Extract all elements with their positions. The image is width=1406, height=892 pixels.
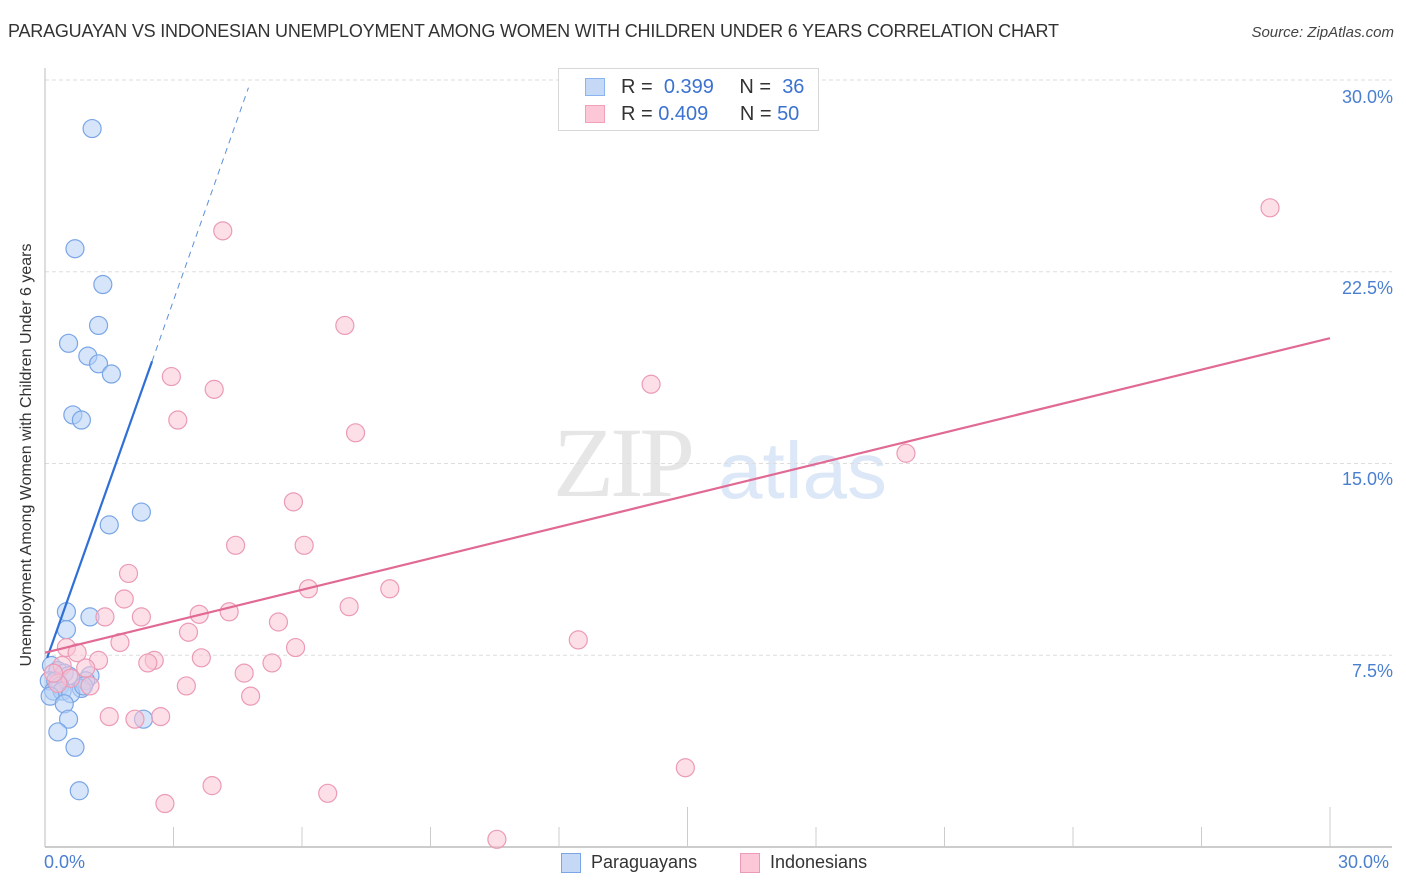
indonesian-data-point bbox=[168, 410, 188, 430]
n-value: 50 bbox=[777, 102, 800, 125]
paraguayan-data-point bbox=[93, 274, 113, 295]
legend-row-indonesians: R = 0.409 N = 50 bbox=[585, 101, 799, 127]
indonesian-data-point bbox=[268, 612, 289, 632]
indonesian-data-point bbox=[118, 563, 139, 584]
indonesian-data-point bbox=[234, 663, 254, 683]
indonesian-data-point bbox=[178, 622, 199, 642]
indonesian-data-point bbox=[487, 829, 507, 849]
indonesian-data-point bbox=[95, 607, 115, 627]
chart-title: PARAGUAYAN VS INDONESIAN UNEMPLOYMENT AM… bbox=[8, 21, 1059, 41]
paraguayan-data-point bbox=[82, 118, 102, 139]
legend-row-paraguayans: R = 0.399 N = 36 bbox=[585, 74, 804, 100]
indonesian-data-point bbox=[675, 758, 695, 778]
paraguayan-data-point bbox=[69, 781, 89, 801]
y-tick-7-5: 7.5% bbox=[1351, 661, 1393, 681]
correlation-legend: R = 0.399 N = 36 R = 0.409 N = 50 bbox=[558, 68, 819, 131]
indonesian-data-point bbox=[202, 776, 222, 796]
legend-label: Paraguayans bbox=[591, 852, 698, 872]
paraguayan-data-point bbox=[48, 722, 68, 742]
y-tick-22-5: 22.5% bbox=[1341, 278, 1393, 298]
r-label: R = bbox=[621, 102, 653, 125]
legend-item-paraguayans[interactable]: Paraguayans bbox=[561, 852, 697, 873]
indonesian-trend-line bbox=[44, 337, 1331, 654]
y-tick-30: 30.0% bbox=[1341, 87, 1393, 107]
indonesian-data-point bbox=[339, 597, 359, 617]
indonesian-data-point bbox=[131, 607, 151, 627]
indonesian-data-point bbox=[262, 653, 282, 673]
indonesian-data-point bbox=[241, 686, 261, 706]
indonesian-data-point bbox=[191, 648, 211, 668]
indonesian-data-point bbox=[318, 783, 338, 803]
indonesian-data-point bbox=[641, 374, 661, 394]
indonesian-data-point bbox=[151, 707, 171, 727]
paraguayan-data-point bbox=[65, 239, 85, 259]
indonesian-data-point bbox=[213, 221, 233, 241]
indonesians-swatch-icon bbox=[585, 105, 605, 123]
paraguayan-data-point bbox=[131, 502, 151, 522]
legend-item-indonesians[interactable]: Indonesians bbox=[740, 852, 867, 873]
n-label: N = bbox=[739, 75, 772, 98]
paraguayan-data-point bbox=[65, 737, 85, 757]
indonesians-swatch-icon bbox=[740, 852, 760, 873]
paraguayan-data-point bbox=[58, 333, 79, 353]
r-label: R = bbox=[621, 75, 653, 98]
indonesian-data-point bbox=[1260, 198, 1280, 218]
paraguayan-trend-line bbox=[46, 360, 154, 659]
indonesian-data-point bbox=[226, 535, 246, 555]
indonesian-data-point bbox=[155, 793, 175, 814]
paraguayan-data-point bbox=[71, 410, 92, 430]
r-value: 0.409 bbox=[658, 102, 709, 125]
indonesian-data-point bbox=[285, 637, 306, 658]
indonesian-data-point bbox=[67, 643, 87, 663]
indonesian-data-point bbox=[345, 423, 366, 443]
paraguayan-data-point bbox=[99, 515, 119, 535]
indonesian-data-point bbox=[294, 535, 314, 555]
indonesian-data-point bbox=[125, 709, 145, 729]
x-tick-30: 30.0% bbox=[1338, 852, 1390, 872]
source-label: Source: ZipAtlas.com bbox=[1251, 24, 1394, 41]
n-value: 36 bbox=[782, 75, 805, 98]
paraguayan-trend-extension bbox=[151, 87, 249, 362]
watermark-atlas: atlas bbox=[718, 426, 887, 515]
indonesian-data-point bbox=[568, 630, 588, 650]
indonesian-data-point bbox=[99, 707, 119, 727]
paraguayan-data-point bbox=[101, 364, 121, 384]
indonesian-data-point bbox=[204, 379, 224, 399]
paraguayans-swatch-icon bbox=[561, 852, 581, 873]
r-value: 0.399 bbox=[663, 75, 714, 98]
indonesian-data-point bbox=[283, 492, 304, 512]
y-tick-15: 15.0% bbox=[1341, 469, 1393, 489]
y-axis-label: Unemployment Among Women with Children U… bbox=[18, 243, 35, 667]
legend-label: Indonesians bbox=[770, 852, 868, 872]
indonesian-data-point bbox=[896, 443, 916, 463]
indonesian-data-point bbox=[43, 663, 64, 683]
paraguayan-data-point bbox=[58, 709, 79, 729]
indonesian-data-point bbox=[161, 366, 181, 387]
x-tick-0: 0.0% bbox=[44, 852, 86, 872]
indonesian-data-point bbox=[80, 676, 100, 696]
indonesian-data-point bbox=[335, 315, 355, 336]
indonesian-data-point bbox=[138, 653, 158, 673]
indonesian-data-point bbox=[76, 658, 96, 678]
paraguayans-swatch-icon bbox=[585, 78, 605, 96]
paraguayan-data-point bbox=[88, 354, 109, 374]
paraguayan-data-point bbox=[88, 315, 109, 336]
indonesian-data-point bbox=[380, 579, 400, 599]
indonesian-data-point bbox=[114, 589, 134, 609]
indonesian-data-point bbox=[176, 676, 196, 696]
n-label: N = bbox=[739, 102, 772, 125]
